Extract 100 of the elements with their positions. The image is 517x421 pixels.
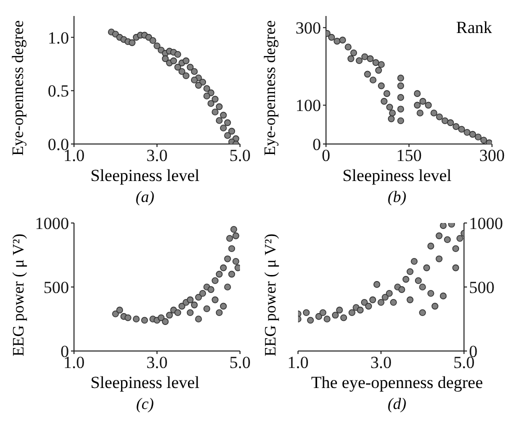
point <box>203 92 210 100</box>
point <box>149 37 156 44</box>
point <box>336 306 343 314</box>
point <box>389 110 396 116</box>
point <box>174 64 182 71</box>
y-axis-title: EEG power ( μ V²) <box>262 234 280 356</box>
point <box>224 119 231 126</box>
x-axis-title: Sleepiness level <box>89 373 201 393</box>
point <box>232 232 240 240</box>
point <box>162 55 169 62</box>
point <box>320 309 326 316</box>
point <box>373 281 380 288</box>
point <box>174 51 182 58</box>
point <box>340 314 348 322</box>
point <box>452 123 460 130</box>
y2-tick-label: 1000 <box>469 214 503 234</box>
point <box>402 276 410 283</box>
point <box>474 134 482 140</box>
point <box>141 316 148 324</box>
point <box>348 55 354 62</box>
point <box>186 296 194 304</box>
point <box>224 284 231 290</box>
point <box>458 126 465 133</box>
y-tick-label: 500 <box>44 278 69 298</box>
point <box>436 255 442 262</box>
point <box>208 100 214 107</box>
y-tick-label: 1.0 <box>48 28 69 48</box>
point <box>366 55 374 62</box>
point <box>186 309 194 316</box>
point <box>398 286 406 293</box>
point <box>480 136 488 144</box>
x-tick-label: 3.0 <box>370 353 392 372</box>
point <box>447 119 454 126</box>
point <box>112 310 119 318</box>
y-axis-title: Eye-openness degree <box>10 20 28 156</box>
point <box>430 110 438 116</box>
point <box>116 306 124 314</box>
point <box>364 70 371 78</box>
point <box>440 292 447 300</box>
y-tick-label: 300 <box>296 18 321 38</box>
point <box>208 286 214 293</box>
point <box>414 90 421 97</box>
point <box>178 68 186 75</box>
point <box>397 74 404 82</box>
point <box>348 309 356 316</box>
point <box>195 316 202 322</box>
point <box>378 61 385 68</box>
x-tick-label: 5.0 <box>229 146 251 166</box>
point <box>203 305 210 312</box>
point <box>178 302 186 310</box>
point <box>190 68 198 75</box>
y-axis-title: Eye-openness degree <box>262 20 280 156</box>
point <box>397 117 404 124</box>
point <box>469 130 476 138</box>
point <box>190 302 198 308</box>
point <box>190 76 198 84</box>
point <box>216 103 223 110</box>
x-tick-label: 5.0 <box>229 353 251 372</box>
point <box>195 82 202 89</box>
x-tick-label: 300 <box>479 146 505 166</box>
point <box>370 76 376 84</box>
point <box>382 294 389 301</box>
text: (d) <box>386 396 408 414</box>
point <box>216 117 223 124</box>
point <box>372 59 380 66</box>
point <box>350 49 358 56</box>
point <box>232 258 240 265</box>
point <box>203 85 210 92</box>
point <box>230 226 238 233</box>
point <box>228 128 236 135</box>
point <box>383 90 390 97</box>
text: (a) <box>134 189 156 207</box>
x-axis-title: Sleepiness level <box>341 166 453 186</box>
point <box>162 318 169 325</box>
x-tick-label: 150 <box>396 146 422 166</box>
point <box>397 82 404 90</box>
point <box>380 98 388 105</box>
point <box>419 284 426 290</box>
y-tick-label: 100 <box>296 96 321 116</box>
point <box>220 124 227 132</box>
point <box>307 316 314 324</box>
point <box>315 313 322 320</box>
point <box>224 132 231 139</box>
point <box>128 39 136 46</box>
point <box>452 245 460 252</box>
point <box>419 309 426 316</box>
x-axis-title: The eye-openness degree <box>310 373 484 393</box>
point <box>419 98 426 105</box>
text: (b) <box>386 189 408 207</box>
y-axis-title: EEG power ( μ V²) <box>10 234 28 356</box>
point <box>436 232 442 240</box>
point <box>199 290 206 297</box>
point <box>414 277 422 284</box>
point <box>212 296 218 304</box>
x-tick-label: 3.0 <box>146 146 168 166</box>
point <box>220 264 227 272</box>
x-axis-title: Sleepiness level <box>89 166 201 186</box>
point <box>220 302 227 310</box>
point <box>216 270 223 278</box>
point <box>375 66 382 74</box>
